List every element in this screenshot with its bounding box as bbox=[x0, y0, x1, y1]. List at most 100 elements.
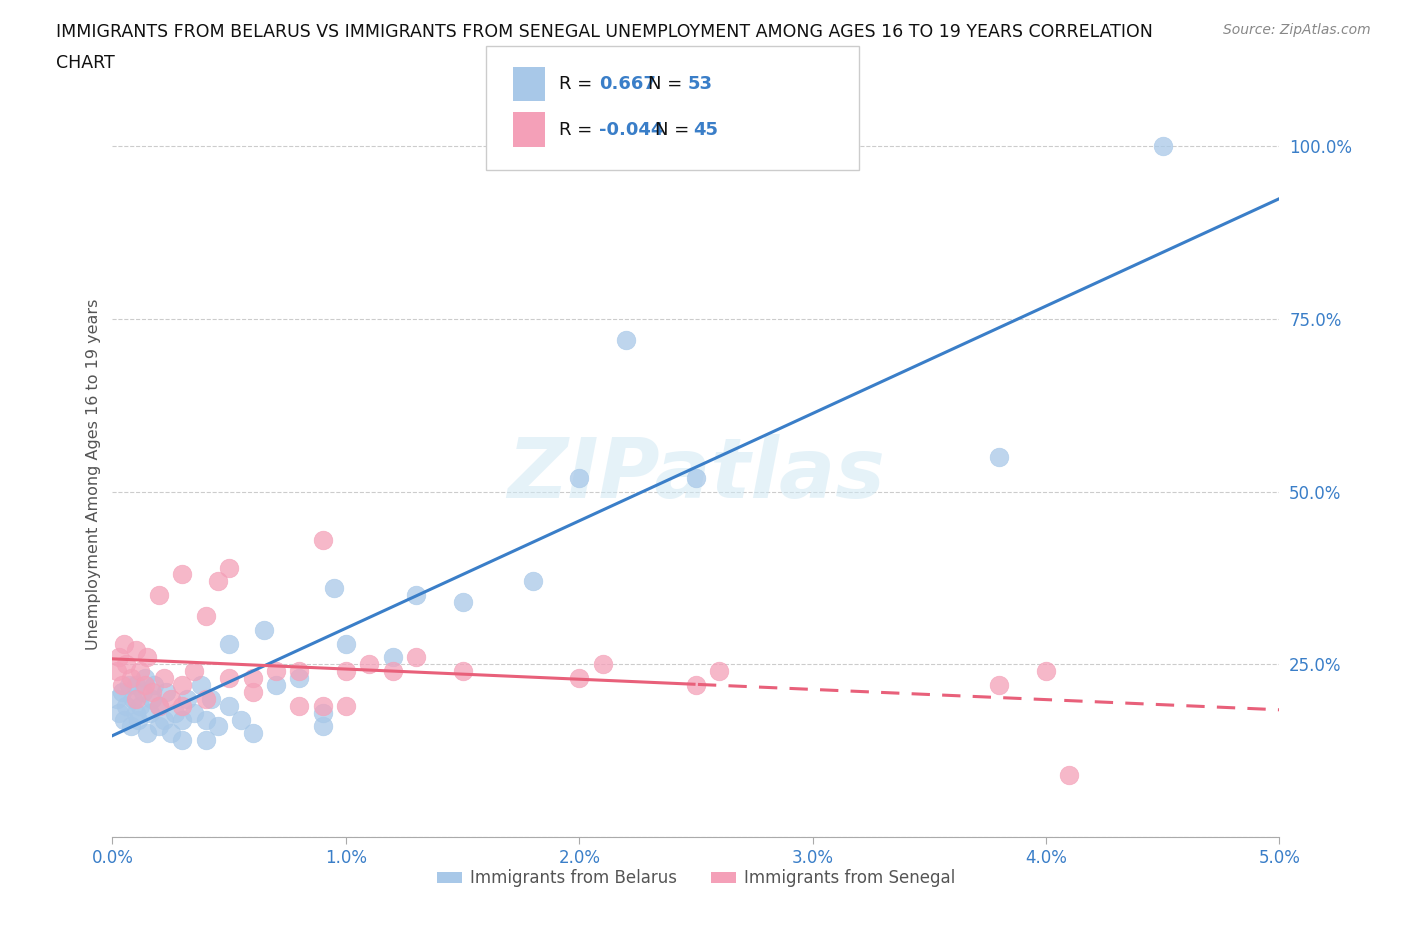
Text: 45: 45 bbox=[693, 121, 718, 139]
Text: R =: R = bbox=[560, 75, 599, 93]
Point bbox=[165, 705, 187, 720]
Text: Source: ZipAtlas.com: Source: ZipAtlas.com bbox=[1223, 23, 1371, 37]
Point bbox=[335, 698, 357, 713]
Point bbox=[988, 449, 1011, 464]
Point bbox=[136, 650, 159, 665]
Point bbox=[200, 691, 222, 706]
Point bbox=[125, 678, 148, 693]
Point bbox=[1059, 767, 1081, 782]
Point bbox=[125, 705, 148, 720]
Point bbox=[264, 664, 287, 679]
Point bbox=[264, 678, 287, 693]
Point bbox=[148, 588, 170, 603]
Point bbox=[207, 574, 229, 589]
Point bbox=[108, 650, 131, 665]
Point bbox=[194, 608, 217, 623]
Point bbox=[359, 657, 381, 671]
Point bbox=[112, 712, 135, 727]
Point bbox=[323, 581, 346, 596]
Point bbox=[194, 733, 217, 748]
Point bbox=[451, 664, 474, 679]
Text: CHART: CHART bbox=[56, 54, 115, 72]
Point bbox=[451, 594, 474, 609]
Point bbox=[111, 678, 134, 693]
Point bbox=[115, 657, 138, 671]
Point bbox=[134, 671, 156, 685]
Point bbox=[108, 705, 131, 720]
Point bbox=[125, 691, 148, 706]
Point bbox=[218, 698, 240, 713]
Point bbox=[194, 691, 217, 706]
Point bbox=[288, 698, 311, 713]
Point bbox=[111, 684, 134, 699]
Point bbox=[614, 332, 637, 347]
Point bbox=[115, 698, 138, 713]
Point bbox=[118, 678, 141, 693]
Point bbox=[172, 678, 194, 693]
Point bbox=[218, 560, 240, 575]
Point bbox=[141, 684, 163, 699]
Point bbox=[218, 636, 240, 651]
Point bbox=[335, 636, 357, 651]
Point bbox=[311, 705, 333, 720]
Point bbox=[134, 678, 156, 693]
Point bbox=[218, 671, 240, 685]
Point bbox=[194, 712, 217, 727]
Text: N =: N = bbox=[648, 75, 688, 93]
Point bbox=[143, 678, 166, 693]
Text: N =: N = bbox=[655, 121, 695, 139]
Point bbox=[592, 657, 614, 671]
Point bbox=[155, 684, 177, 699]
Point bbox=[288, 664, 311, 679]
FancyBboxPatch shape bbox=[513, 113, 546, 147]
Point bbox=[183, 664, 205, 679]
Point bbox=[242, 726, 264, 741]
Point bbox=[381, 650, 404, 665]
Point bbox=[172, 567, 194, 582]
Legend: Immigrants from Belarus, Immigrants from Senegal: Immigrants from Belarus, Immigrants from… bbox=[430, 863, 962, 894]
Point bbox=[112, 636, 135, 651]
Text: -0.044: -0.044 bbox=[599, 121, 664, 139]
Point bbox=[242, 671, 264, 685]
Point bbox=[311, 719, 333, 734]
Point bbox=[207, 719, 229, 734]
Point bbox=[136, 726, 159, 741]
Point bbox=[405, 588, 427, 603]
Point bbox=[105, 664, 128, 679]
Text: ZIPatlas: ZIPatlas bbox=[508, 433, 884, 515]
Point bbox=[172, 733, 194, 748]
Point bbox=[1035, 664, 1057, 679]
Point bbox=[148, 698, 170, 713]
Point bbox=[229, 712, 252, 727]
Point bbox=[176, 691, 198, 706]
Point bbox=[160, 726, 183, 741]
Point bbox=[311, 533, 333, 548]
Text: 0.667: 0.667 bbox=[599, 75, 657, 93]
Point bbox=[139, 705, 162, 720]
FancyBboxPatch shape bbox=[486, 46, 859, 169]
Point bbox=[190, 678, 212, 693]
Point bbox=[127, 712, 149, 727]
Text: IMMIGRANTS FROM BELARUS VS IMMIGRANTS FROM SENEGAL UNEMPLOYMENT AMONG AGES 16 TO: IMMIGRANTS FROM BELARUS VS IMMIGRANTS FR… bbox=[56, 23, 1153, 41]
Point bbox=[253, 622, 276, 637]
Point bbox=[141, 691, 163, 706]
Point bbox=[335, 664, 357, 679]
Point bbox=[381, 664, 404, 679]
Point bbox=[125, 643, 148, 658]
Point bbox=[160, 691, 183, 706]
Point bbox=[288, 671, 311, 685]
Point bbox=[120, 671, 142, 685]
Point bbox=[685, 471, 707, 485]
Text: R =: R = bbox=[560, 121, 599, 139]
Point bbox=[122, 691, 145, 706]
Text: 53: 53 bbox=[688, 75, 713, 93]
FancyBboxPatch shape bbox=[513, 67, 546, 101]
Point bbox=[132, 684, 155, 699]
Point bbox=[153, 712, 176, 727]
Point bbox=[148, 698, 170, 713]
Point bbox=[709, 664, 731, 679]
Point bbox=[172, 712, 194, 727]
Point bbox=[568, 471, 591, 485]
Point bbox=[242, 684, 264, 699]
Point bbox=[153, 671, 176, 685]
